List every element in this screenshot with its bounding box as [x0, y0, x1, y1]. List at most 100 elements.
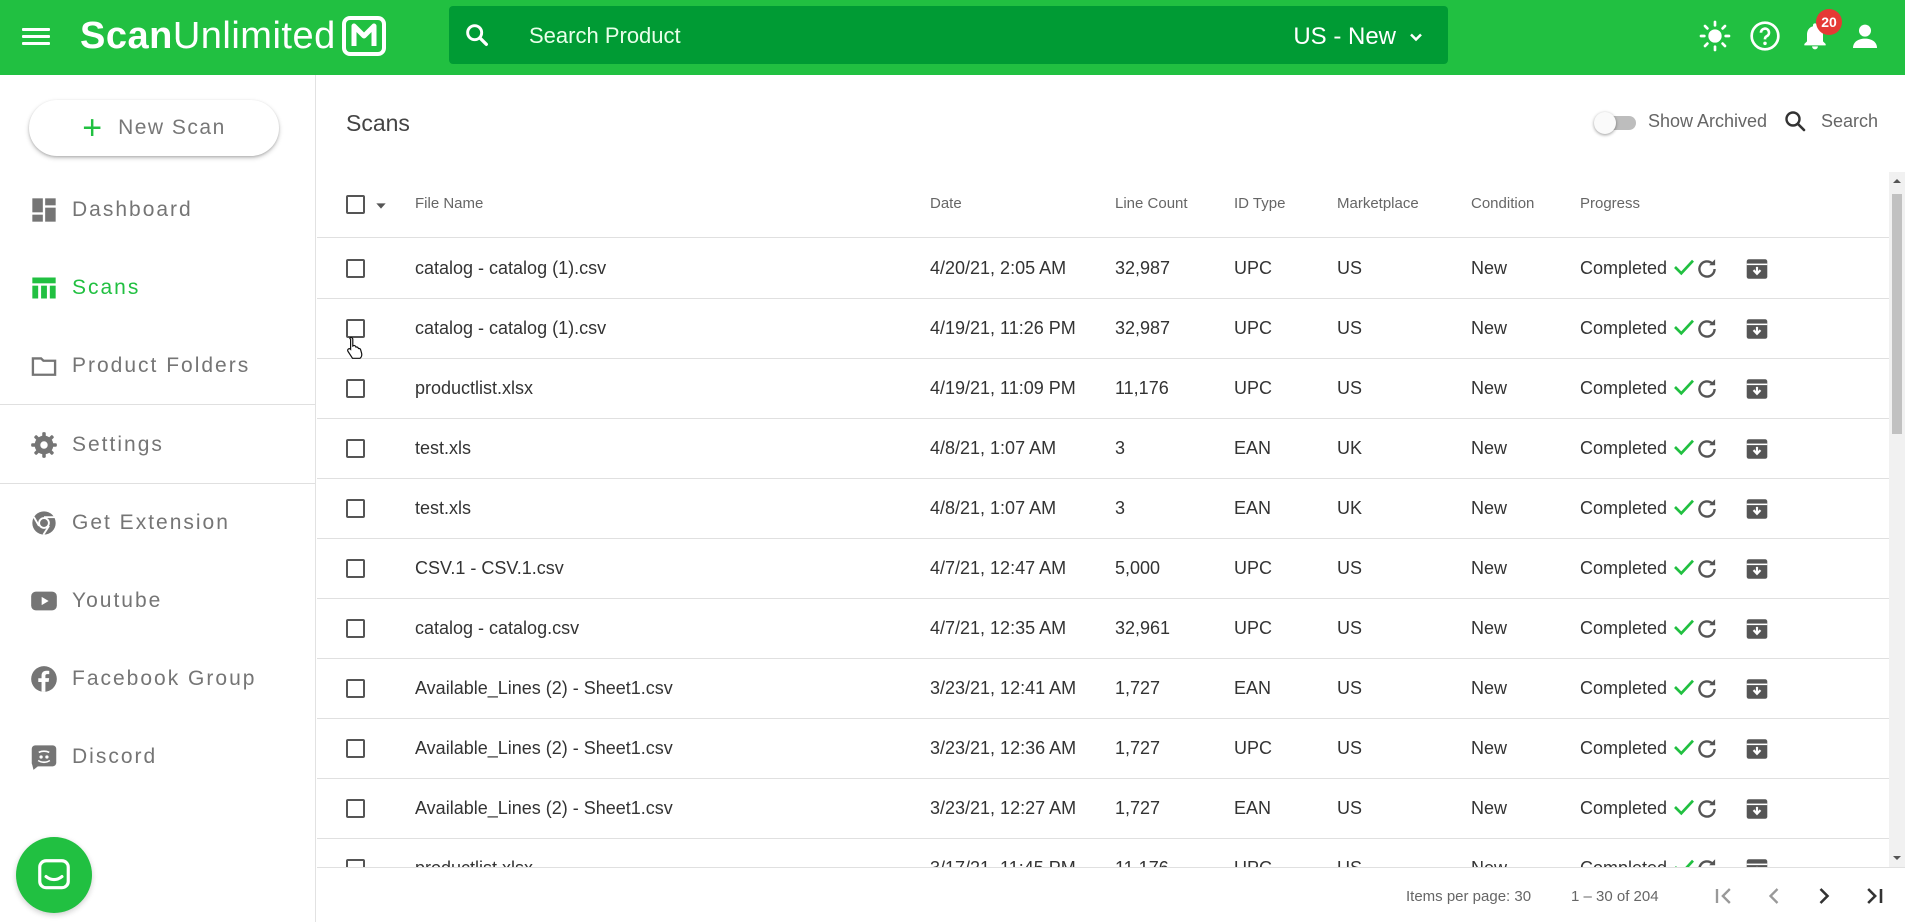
column-header-marketplace[interactable]: Marketplace	[1337, 195, 1419, 212]
sidebar-item-discord[interactable]: Discord	[0, 727, 315, 787]
archive-icon[interactable]	[1744, 256, 1770, 282]
rescan-refresh-icon[interactable]	[1694, 616, 1720, 642]
table-row[interactable]: catalog - catalog (1).csv 4/20/21, 2:05 A…	[317, 239, 1889, 299]
sidebar-item-label: Discord	[72, 745, 158, 768]
archive-icon[interactable]	[1744, 376, 1770, 402]
rescan-refresh-icon[interactable]	[1694, 316, 1720, 342]
previous-page-icon[interactable]	[1760, 882, 1788, 910]
new-scan-button[interactable]: + New Scan	[29, 100, 279, 156]
row-checkbox[interactable]	[346, 379, 365, 398]
cell-condition: New	[1471, 798, 1508, 818]
archive-icon[interactable]	[1744, 556, 1770, 582]
sidebar-item-facebook-group[interactable]: Facebook Group	[0, 649, 315, 709]
rescan-refresh-icon[interactable]	[1694, 676, 1720, 702]
row-checkbox[interactable]	[346, 259, 365, 278]
sidebar-item-dashboard[interactable]: Dashboard	[0, 180, 315, 240]
toggle-switch[interactable]	[1594, 111, 1638, 134]
rescan-refresh-icon[interactable]	[1694, 556, 1720, 582]
archive-icon[interactable]	[1744, 316, 1770, 342]
checkmark-icon	[1674, 619, 1695, 636]
show-archived-toggle[interactable]: Show Archived	[1594, 111, 1767, 134]
region-selector[interactable]: US - New	[1293, 23, 1426, 51]
row-checkbox[interactable]	[346, 559, 365, 578]
product-search-bar[interactable]: Search Product US - New	[449, 6, 1448, 64]
cell-marketplace: UK	[1337, 498, 1363, 518]
archive-icon[interactable]	[1744, 676, 1770, 702]
column-header-condition[interactable]: Condition	[1471, 195, 1535, 212]
live-chat-button[interactable]	[16, 837, 92, 913]
archive-icon[interactable]	[1744, 736, 1770, 762]
last-page-icon[interactable]	[1860, 882, 1888, 910]
rescan-refresh-icon[interactable]	[1694, 376, 1720, 402]
cell-progress: Completed	[1580, 558, 1695, 579]
help-icon[interactable]	[1749, 20, 1781, 52]
row-checkbox[interactable]	[346, 679, 365, 698]
row-checkbox[interactable]	[346, 619, 365, 638]
table-row[interactable]: CSV.1 - CSV.1.csv 4/7/21, 12:47 AM 5,000 UP…	[317, 539, 1889, 599]
rescan-refresh-icon[interactable]	[1694, 496, 1720, 522]
table-row[interactable]: test.xls 4/8/21, 1:07 AM 3 EAN UK New Complete…	[317, 479, 1889, 539]
table-icon	[32, 277, 56, 299]
row-checkbox[interactable]	[346, 739, 365, 758]
sidebar-item-label: Product Folders	[72, 354, 251, 377]
cell-file-name: Available_Lines (2) - Sheet1.csv	[415, 738, 673, 758]
cell-progress: Completed	[1580, 438, 1695, 459]
table-row[interactable]: test.xls 4/8/21, 1:07 AM 3 EAN UK New Complete…	[317, 419, 1889, 479]
row-checkbox[interactable]	[346, 799, 365, 818]
page-range-label: 1 – 30 of 204	[1571, 888, 1659, 905]
select-all-checkbox[interactable]	[346, 195, 365, 214]
sidebar-item-get-extension[interactable]: Get Extension	[0, 493, 315, 553]
cell-progress: Completed	[1580, 498, 1695, 519]
cell-progress: Completed	[1580, 258, 1695, 279]
items-per-page-value[interactable]: 30	[1514, 888, 1532, 905]
table-row[interactable]: Available_Lines (2) - Sheet1.csv 3/23/21,…	[317, 719, 1889, 779]
archive-icon[interactable]	[1744, 496, 1770, 522]
table-row[interactable]: Available_Lines (2) - Sheet1.csv 3/23/21,…	[317, 779, 1889, 839]
archive-icon[interactable]	[1744, 796, 1770, 822]
checkmark-icon	[1674, 799, 1695, 816]
scrollbar-thumb[interactable]	[1892, 194, 1902, 434]
sidebar-item-settings[interactable]: Settings	[0, 415, 315, 475]
table-row[interactable]: catalog - catalog.csv 4/7/21, 12:35 AM 32,…	[317, 599, 1889, 659]
search-icon	[1785, 111, 1806, 132]
cell-line-count: 32,987	[1115, 258, 1171, 278]
archive-icon[interactable]	[1744, 436, 1770, 462]
column-header-line-count[interactable]: Line Count	[1115, 195, 1188, 212]
scroll-down-arrow-icon[interactable]	[1892, 853, 1902, 863]
column-header-progress[interactable]: Progress	[1580, 195, 1641, 212]
archive-icon[interactable]	[1744, 856, 1770, 867]
row-checkbox[interactable]	[346, 319, 365, 338]
sidebar-item-scans[interactable]: Scans	[0, 258, 315, 318]
account-icon[interactable]	[1849, 20, 1881, 52]
theme-toggle-icon[interactable]	[1699, 20, 1731, 52]
hamburger-menu-icon[interactable]	[22, 24, 50, 50]
table-row[interactable]: productlist.xlsx 4/19/21, 11:09 PM 11,176 U…	[317, 359, 1889, 419]
table-search-button[interactable]: Search	[1783, 109, 1878, 133]
table-scrollbar[interactable]	[1889, 172, 1905, 867]
cell-id-type: UPC	[1234, 258, 1273, 278]
table-row[interactable]: catalog - catalog (1).csv 4/19/21, 11:26 …	[317, 299, 1889, 359]
archive-icon[interactable]	[1744, 616, 1770, 642]
column-header-file-name[interactable]: File Name	[415, 195, 484, 212]
row-checkbox[interactable]	[346, 439, 365, 458]
next-page-icon[interactable]	[1810, 882, 1838, 910]
sidebar-item-product-folders[interactable]: Product Folders	[0, 336, 315, 396]
first-page-icon[interactable]	[1710, 882, 1738, 910]
cell-file-name: Available_Lines (2) - Sheet1.csv	[415, 678, 673, 698]
app-logo[interactable]: Scan Unlimited	[80, 12, 386, 60]
rescan-refresh-icon[interactable]	[1694, 736, 1720, 762]
select-menu-caret-icon[interactable]	[373, 198, 389, 214]
column-header-id-type[interactable]: ID Type	[1234, 195, 1286, 212]
sidebar-item-youtube[interactable]: Youtube	[0, 571, 315, 631]
table-row[interactable]: Available_Lines (2) - Sheet1.csv 3/23/21,…	[317, 659, 1889, 719]
scroll-up-arrow-icon[interactable]	[1892, 176, 1902, 186]
rescan-refresh-icon[interactable]	[1694, 796, 1720, 822]
row-checkbox[interactable]	[346, 859, 365, 867]
rescan-refresh-icon[interactable]	[1694, 256, 1720, 282]
row-checkbox[interactable]	[346, 499, 365, 518]
column-header-date[interactable]: Date	[930, 195, 962, 212]
rescan-refresh-icon[interactable]	[1694, 436, 1720, 462]
search-input[interactable]: Search Product	[529, 23, 681, 48]
table-row[interactable]: productlist.xlsx 3/17/21, 11:45 PM 11,176 U…	[317, 839, 1889, 867]
rescan-refresh-icon[interactable]	[1694, 856, 1720, 867]
